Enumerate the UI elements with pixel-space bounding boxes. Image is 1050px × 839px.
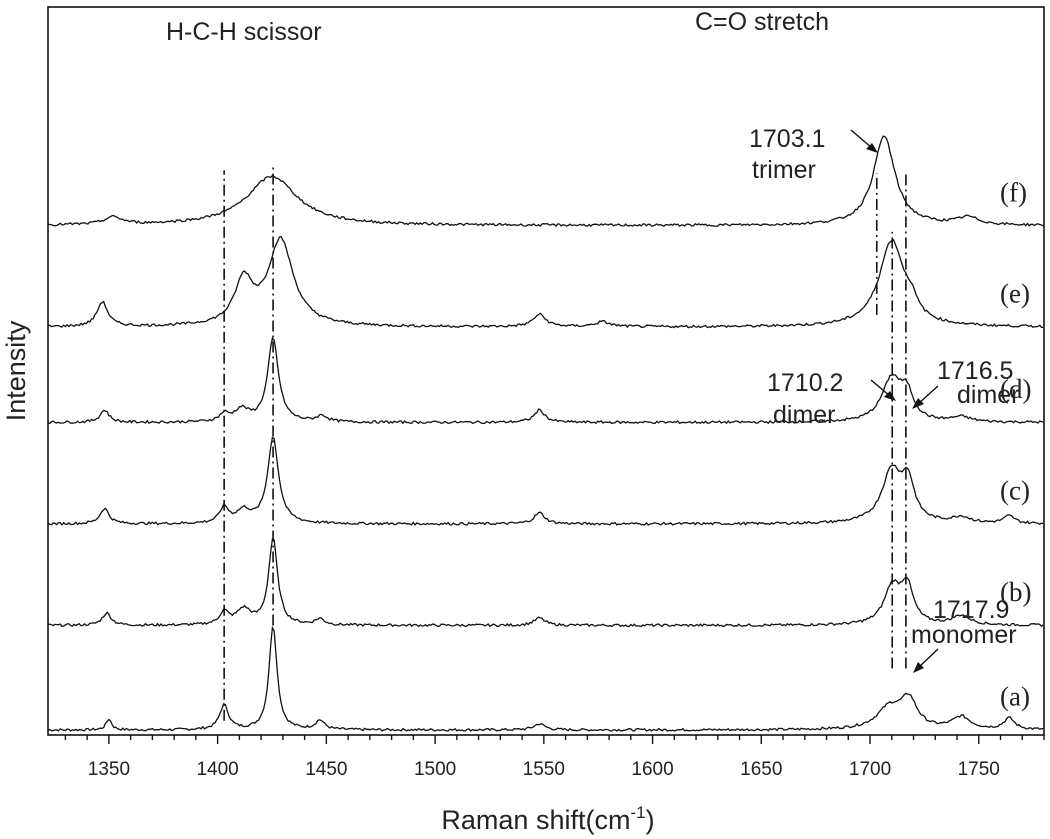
x-tick-label: 1550 [523, 759, 565, 780]
spectrum-line-b [47, 538, 1044, 628]
spectrum-labels-group: (a) (b) (c) (d) (e) (f) [1000, 177, 1031, 711]
spectrum-label-f: (f) [1000, 177, 1027, 207]
x-tick-label: 1350 [88, 759, 130, 780]
annotation-trimer-label: trimer [752, 156, 816, 184]
spectrum-label-d: (d) [1000, 374, 1031, 404]
spectrum-line-a [47, 625, 1044, 732]
x-tick-label: 1650 [740, 759, 782, 780]
monomer-arrow [917, 648, 939, 669]
spectrum-line-d [47, 336, 1044, 425]
x-tick-label: 1600 [631, 759, 673, 780]
x-tick-label: 1750 [958, 759, 1000, 780]
annotation-scissor: H-C-H scissor [166, 18, 322, 46]
annotation-dimer1-label: dimer [773, 401, 836, 429]
x-tick-label: 1700 [849, 759, 891, 780]
plot-frame [47, 6, 1045, 736]
dimer1-arrow-head [884, 391, 896, 401]
spectrum-label-e: (e) [1000, 279, 1030, 309]
trimer-arrow-head [866, 143, 878, 153]
annotation-monomer-value: 1717.9 [933, 596, 1009, 624]
annotation-monomer-label: monomer [911, 621, 1017, 649]
spectrum-line-e [47, 235, 1044, 329]
x-axis-title: Raman shift(cm-1) [441, 803, 654, 835]
spectrum-label-b: (b) [1000, 577, 1031, 607]
y-axis-title: Intensity [1, 320, 31, 421]
annotation-stretch: C=O stretch [695, 8, 829, 36]
annotation-dimer2-label: dimer [957, 381, 1020, 409]
monomer-arrow-head [913, 662, 924, 673]
trimer-arrow [850, 129, 873, 149]
dimer2-arrow-head [912, 398, 924, 409]
annotation-trimer-value: 1703.1 [749, 125, 825, 153]
x-axis-ticks: 1350 1400 1450 1500 1550 1600 1650 1700 1750 [64, 735, 1045, 780]
spectrum-line-c [47, 436, 1044, 526]
dimer2-arrow [917, 385, 939, 405]
reference-lines-group [223, 164, 907, 721]
spectra-group [47, 135, 1044, 732]
dimer1-arrow [870, 379, 891, 397]
spectrum-line-f [47, 135, 1044, 228]
annotation-dimer2-value: 1716.5 [937, 357, 1013, 385]
spectrum-label-c: (c) [1000, 476, 1030, 506]
annotation-dimer1-value: 1710.2 [767, 369, 843, 397]
x-tick-label: 1500 [414, 759, 456, 780]
spectrum-label-a: (a) [1000, 682, 1030, 712]
x-tick-label: 1450 [305, 759, 347, 780]
x-tick-label: 1400 [196, 759, 238, 780]
